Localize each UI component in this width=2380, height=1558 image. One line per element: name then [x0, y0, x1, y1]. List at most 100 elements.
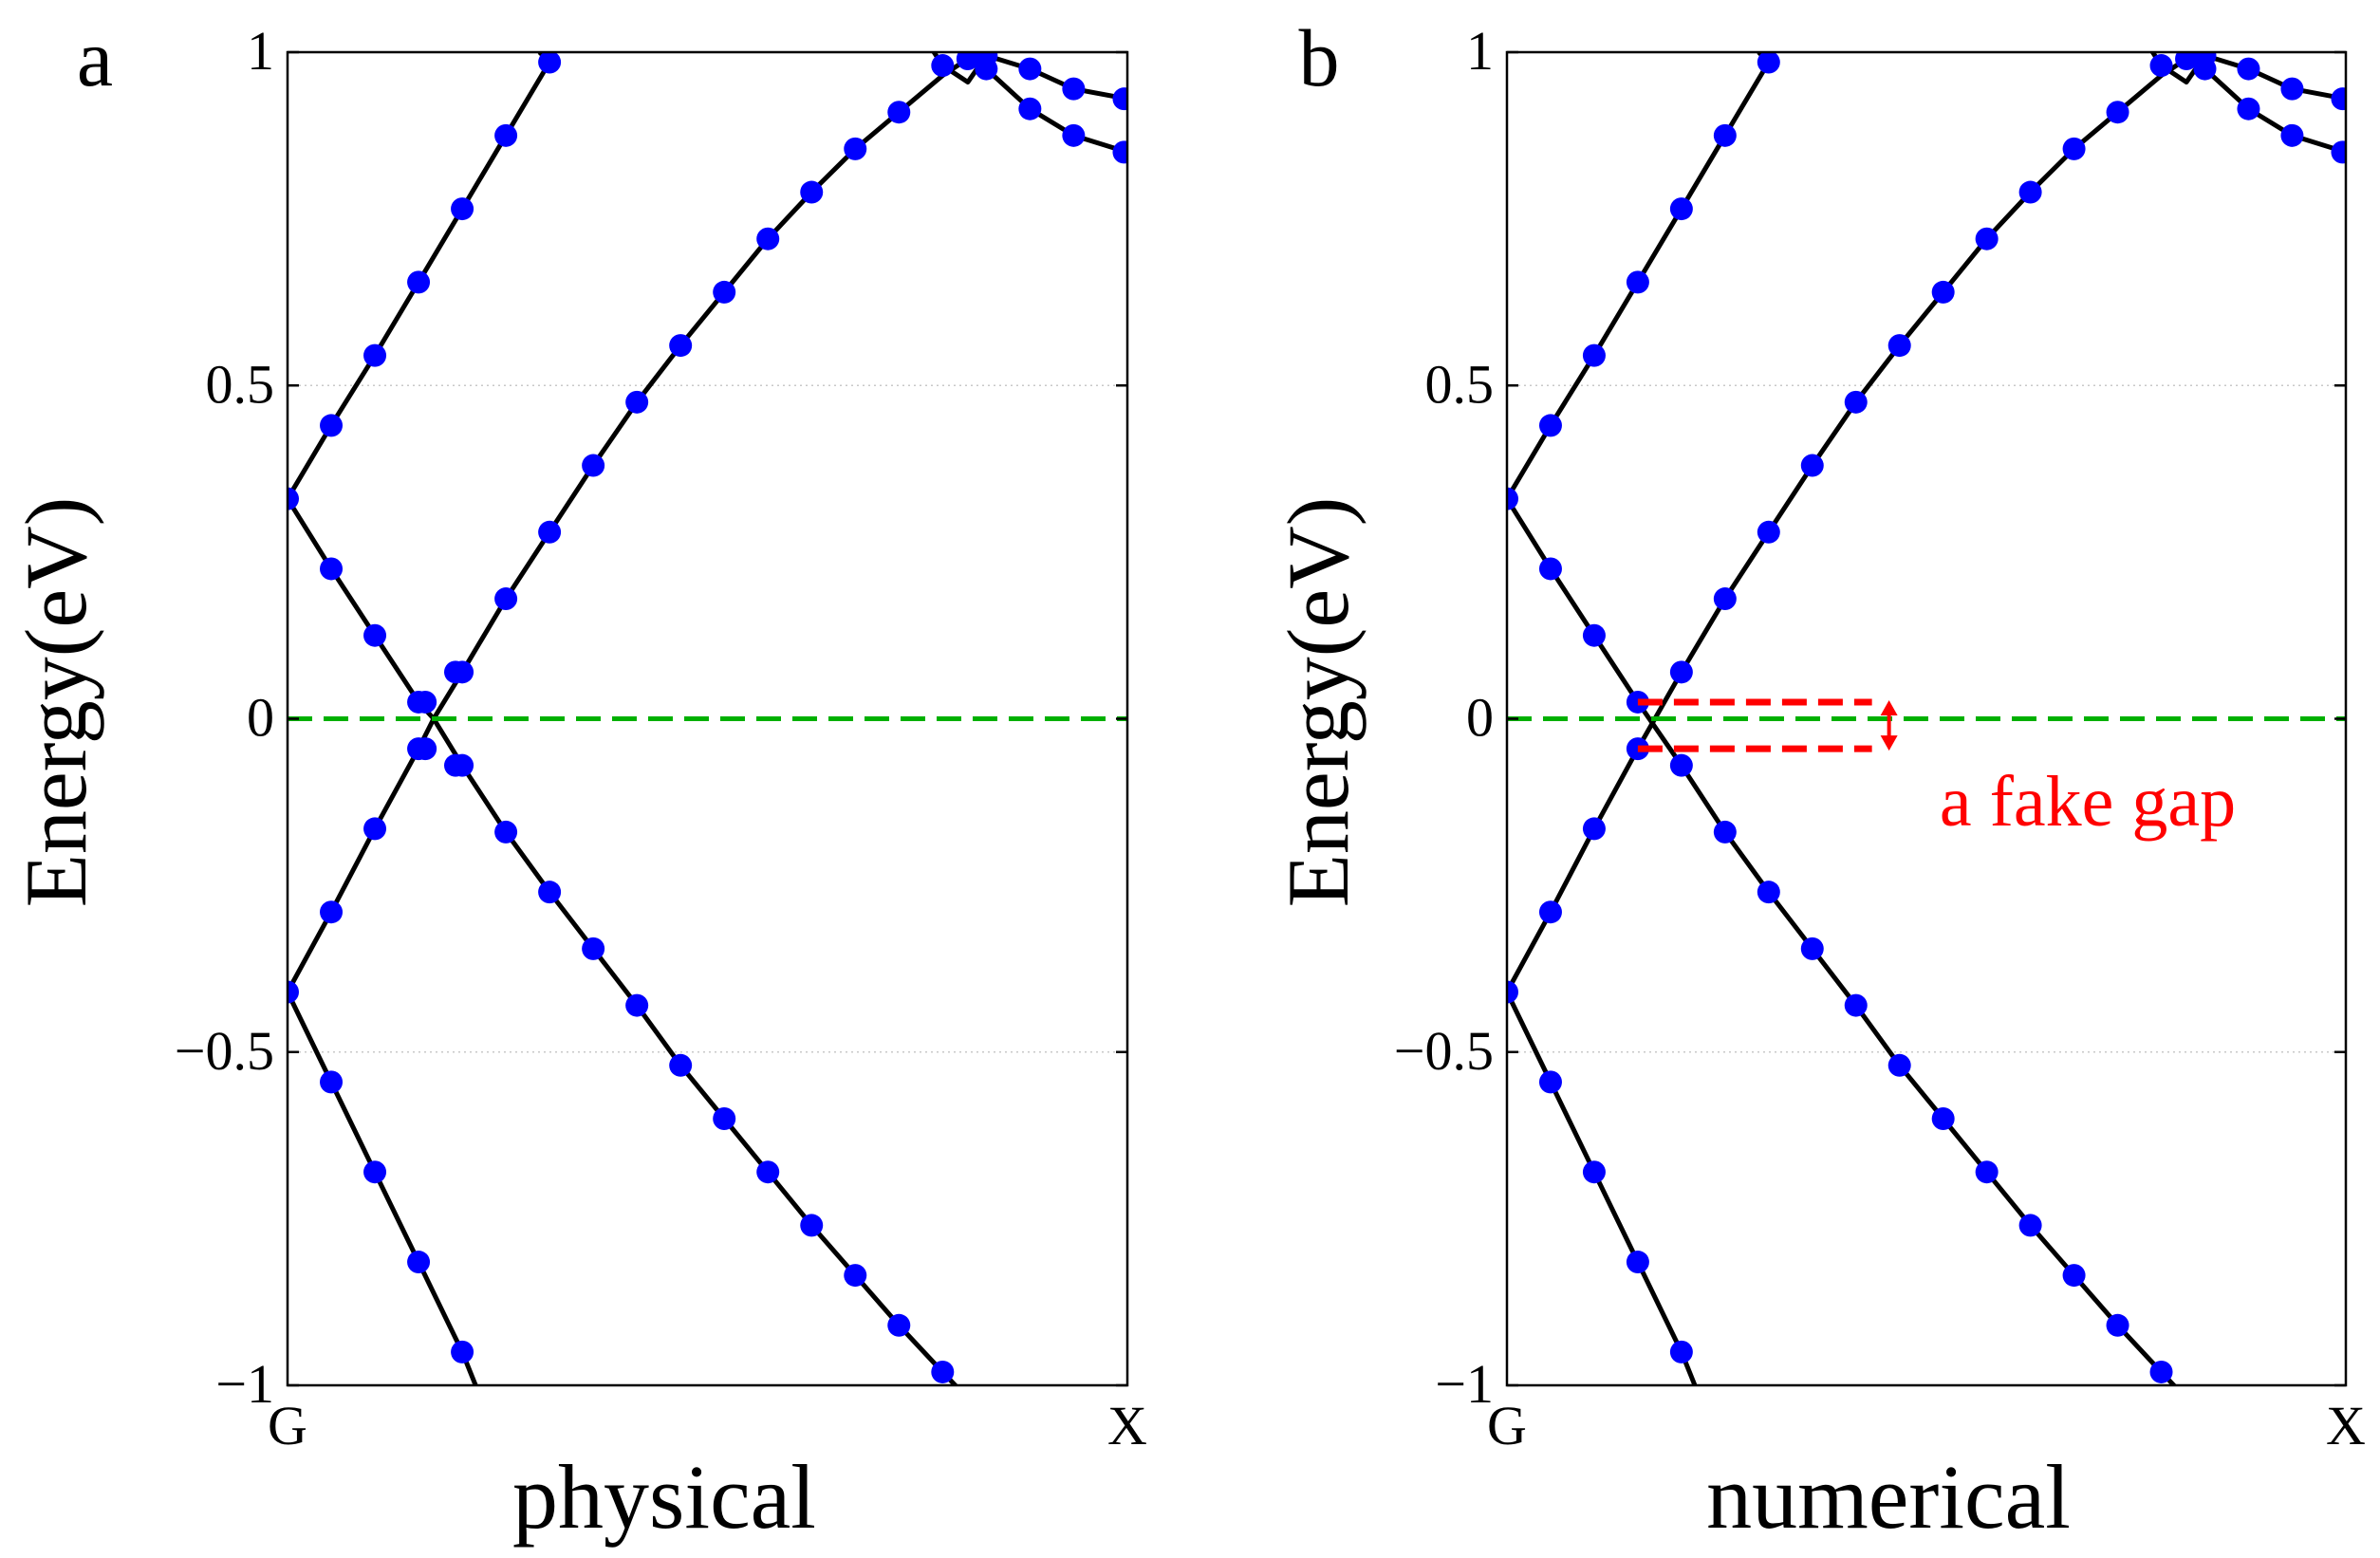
band-marker: [2149, 1360, 2173, 1383]
band-marker: [1507, 980, 1518, 1004]
panel-a: 1 0.5 0 −0.5 −1G Xa Energy(eV) physical: [8, 12, 1147, 1548]
band-marker: [1112, 140, 1127, 164]
band-marker: [320, 900, 344, 924]
band-marker: [1713, 820, 1737, 844]
band-marker: [494, 820, 518, 844]
y-tick-label: 0.5: [206, 353, 275, 415]
band-marker: [320, 1070, 344, 1094]
band-marker: [2062, 1264, 2086, 1288]
band-marker: [363, 817, 387, 841]
y-tick-label: 1: [1466, 20, 1494, 82]
band-marker: [1757, 881, 1780, 904]
plot-area: [288, 52, 1127, 1385]
band-marker: [1975, 1160, 1999, 1184]
band-marker: [1582, 343, 1606, 367]
band-marker: [975, 52, 998, 67]
band-marker: [2280, 123, 2304, 147]
band-marker: [414, 690, 437, 714]
band-marker: [1018, 57, 1042, 81]
band-marker: [713, 280, 736, 304]
band-line: [1507, 56, 2346, 993]
band-marker: [2106, 101, 2129, 124]
band-marker: [956, 52, 979, 71]
band-marker: [451, 197, 474, 221]
band-marker: [2331, 140, 2346, 164]
band-marker: [1975, 227, 1999, 250]
band-marker: [1538, 557, 1562, 581]
band-marker: [669, 334, 693, 358]
band-marker: [444, 660, 467, 684]
band-marker: [1538, 900, 1562, 924]
band-marker: [931, 1360, 955, 1383]
band-marker: [1669, 660, 1693, 684]
band-marker: [538, 881, 562, 904]
band-marker: [669, 1053, 693, 1077]
y-axis-label: Energy(eV): [8, 497, 104, 908]
band-marker: [800, 180, 824, 204]
x-axis-label: physical: [512, 1446, 816, 1548]
band-line: [1507, 52, 1772, 500]
band-marker: [407, 1251, 431, 1274]
band-line: [288, 991, 478, 1385]
y-axis-label: Energy(eV): [1270, 497, 1367, 908]
band-marker: [756, 227, 780, 250]
x-tick-label: G: [268, 1395, 307, 1456]
band-marker: [2237, 97, 2260, 121]
band-line: [288, 497, 959, 1385]
band-marker: [320, 557, 344, 581]
band-marker: [1538, 1070, 1562, 1094]
band-marker: [414, 737, 437, 761]
band-marker: [1538, 414, 1562, 437]
band-marker: [1887, 1053, 1911, 1077]
band-marker: [713, 1107, 736, 1130]
band-marker: [1800, 454, 1824, 477]
band-marker: [1507, 487, 1518, 510]
y-tick-label: 0.5: [1425, 353, 1495, 415]
band-marker: [538, 520, 562, 544]
band-marker: [363, 623, 387, 647]
band-marker: [800, 1214, 824, 1237]
band-marker: [363, 343, 387, 367]
band-marker: [582, 454, 605, 477]
band-marker: [1757, 52, 1780, 74]
band-marker: [1931, 280, 1955, 304]
band-marker: [2237, 57, 2260, 81]
annotation-text: a fake gap: [1940, 762, 2236, 842]
x-tick-label: G: [1487, 1395, 1527, 1456]
y-tick-label: −0.5: [175, 1020, 274, 1082]
band-marker: [538, 52, 562, 74]
band-marker: [1626, 1251, 1649, 1274]
band-marker: [625, 390, 649, 414]
band-marker: [2018, 1214, 2042, 1237]
band-marker: [1713, 123, 1737, 147]
band-marker: [2331, 87, 2346, 111]
band-marker: [1112, 87, 1127, 111]
band-marker: [1713, 587, 1737, 611]
band-marker: [2149, 54, 2173, 78]
band-line: [288, 56, 1127, 993]
y-tick-label: 1: [247, 20, 274, 82]
band-marker: [1887, 334, 1911, 358]
band-marker: [625, 993, 649, 1017]
band-marker: [582, 937, 605, 960]
band-marker: [494, 587, 518, 611]
band-marker: [2018, 180, 2042, 204]
y-tick-label: −1: [1435, 1353, 1494, 1415]
band-marker: [1669, 1340, 1693, 1363]
band-marker: [288, 487, 299, 510]
band-marker: [2106, 1313, 2129, 1337]
band-marker: [1800, 937, 1824, 960]
panel-label: a: [77, 12, 113, 103]
band-marker: [1626, 270, 1649, 294]
band-marker: [844, 1264, 867, 1288]
x-axis-label: numerical: [1706, 1446, 2071, 1548]
band-marker: [1062, 123, 1086, 147]
band-marker: [1669, 753, 1693, 777]
band-marker: [288, 980, 299, 1004]
band-line: [1507, 991, 1698, 1385]
x-tick-label: X: [2326, 1395, 2366, 1456]
y-tick-label: 0: [247, 687, 274, 749]
gap-arrow-up-icon: [1880, 699, 1898, 715]
band-marker: [2280, 77, 2304, 101]
